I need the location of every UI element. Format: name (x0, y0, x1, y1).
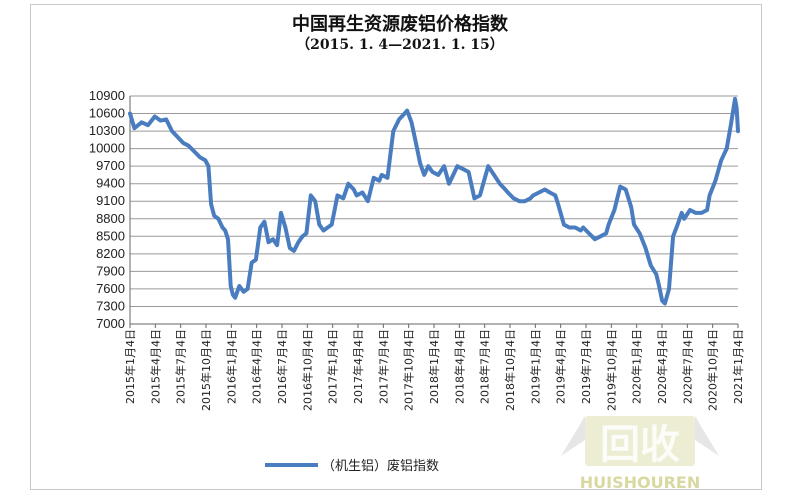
x-tick-label: 2020年1月4日 (630, 329, 644, 404)
x-tick-label: 2020年4月4日 (655, 329, 669, 404)
x-tick-label: 2018年10月4日 (503, 329, 517, 411)
y-tick-label: 8200 (96, 246, 125, 261)
x-tick-label: 2019年10月4日 (604, 329, 618, 411)
x-tick-label: 2015年4月4日 (148, 329, 162, 404)
y-tick-label: 9400 (96, 176, 125, 191)
chart-subtitle: （2015. 1. 4—2021. 1. 15） (296, 37, 504, 53)
series-line (128, 96, 740, 306)
y-tick-label: 8800 (96, 211, 125, 226)
y-tick-label: 9700 (96, 158, 125, 173)
watermark-sub-text: HUISHOUREN (580, 473, 700, 492)
x-tick-label: 2018年4月4日 (452, 329, 466, 404)
watermark-main-text: 回收 (600, 422, 680, 468)
x-tick-label: 2021年1月4日 (731, 329, 745, 404)
chart-frame (30, 4, 762, 490)
x-tick-label: 2015年1月4日 (123, 329, 137, 404)
x-tick-label: 2019年4月4日 (554, 329, 568, 404)
y-tick-label: 7300 (96, 298, 125, 313)
y-tick-label: 10000 (89, 141, 125, 156)
x-tick-label: 2015年7月4日 (174, 329, 188, 404)
x-tick-label: 2018年1月4日 (427, 329, 441, 404)
x-tick-label: 2019年7月4日 (579, 329, 593, 404)
x-tick-label: 2016年7月4日 (275, 329, 289, 404)
x-tick-label: 2018年7月4日 (478, 329, 492, 404)
legend-label: （机生铝）废铝指数 (322, 458, 439, 474)
y-tick-label: 7600 (96, 281, 125, 296)
y-tick-label: 10300 (89, 123, 125, 138)
x-tick-label: 2017年7月4日 (376, 329, 390, 404)
chart-title: 中国再生资源废铝价格指数 (292, 14, 508, 35)
y-tick-label: 7000 (96, 316, 125, 331)
x-tick-label: 2016年4月4日 (250, 329, 264, 404)
x-tick-label: 2017年1月4日 (326, 329, 340, 404)
y-tick-label: 10900 (89, 88, 125, 103)
x-tick-label: 2019年1月4日 (528, 329, 542, 404)
y-tick-label: 8500 (96, 228, 125, 243)
y-tick-label: 9100 (96, 193, 125, 208)
y-tick-label: 7900 (96, 263, 125, 278)
y-tick-label: 10600 (89, 106, 125, 121)
x-tick-label: 2020年7月4日 (680, 329, 694, 404)
x-tick-label: 2017年4月4日 (351, 329, 365, 404)
x-tick-label: 2015年10月4日 (199, 329, 213, 411)
x-tick-label: 2020年10月4日 (706, 329, 720, 411)
x-tick-label: 2016年1月4日 (224, 329, 238, 404)
x-tick-label: 2016年10月4日 (300, 329, 314, 411)
watermark-logo: 回收 HUISHOUREN (561, 416, 719, 492)
x-tick-label: 2017年10月4日 (402, 329, 416, 411)
